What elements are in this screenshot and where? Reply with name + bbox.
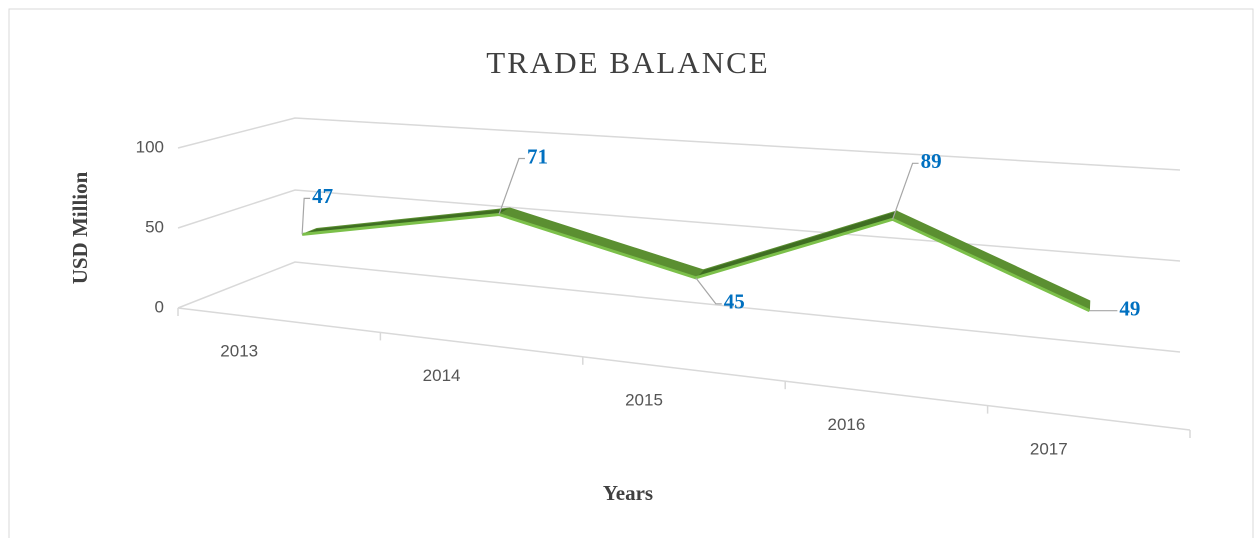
ribbon-segment [497, 207, 705, 279]
x-tick-label: 2015 [625, 390, 663, 409]
grid-line [177, 261, 1181, 353]
data-label: 89 [921, 149, 942, 173]
x-tick-label: 2017 [1030, 439, 1068, 458]
x-tick-label: 2013 [220, 342, 258, 361]
grid-line [177, 117, 1181, 171]
leader-line [892, 162, 919, 220]
y-tick-label: 50 [145, 217, 164, 236]
y-tick-label: 100 [136, 137, 164, 156]
leader-line [498, 157, 525, 215]
data-label: 71 [527, 144, 548, 168]
x-axis-line [177, 307, 1191, 431]
y-axis-label: USD Million [68, 171, 92, 284]
data-label: 45 [724, 290, 745, 314]
data-label: 49 [1119, 296, 1140, 320]
data-line [301, 212, 1091, 313]
chart-title: TRADE BALANCE [486, 45, 769, 80]
data-label: 47 [312, 184, 333, 208]
x-tick-label: 2014 [423, 366, 461, 385]
chart-frame [8, 8, 1254, 538]
x-axis-label: Years [603, 481, 653, 505]
leader-line [301, 197, 311, 235]
leader-line [695, 277, 722, 305]
y-tick-label: 0 [155, 297, 164, 316]
grid-line [177, 189, 1181, 262]
x-tick-label: 2016 [827, 415, 865, 434]
